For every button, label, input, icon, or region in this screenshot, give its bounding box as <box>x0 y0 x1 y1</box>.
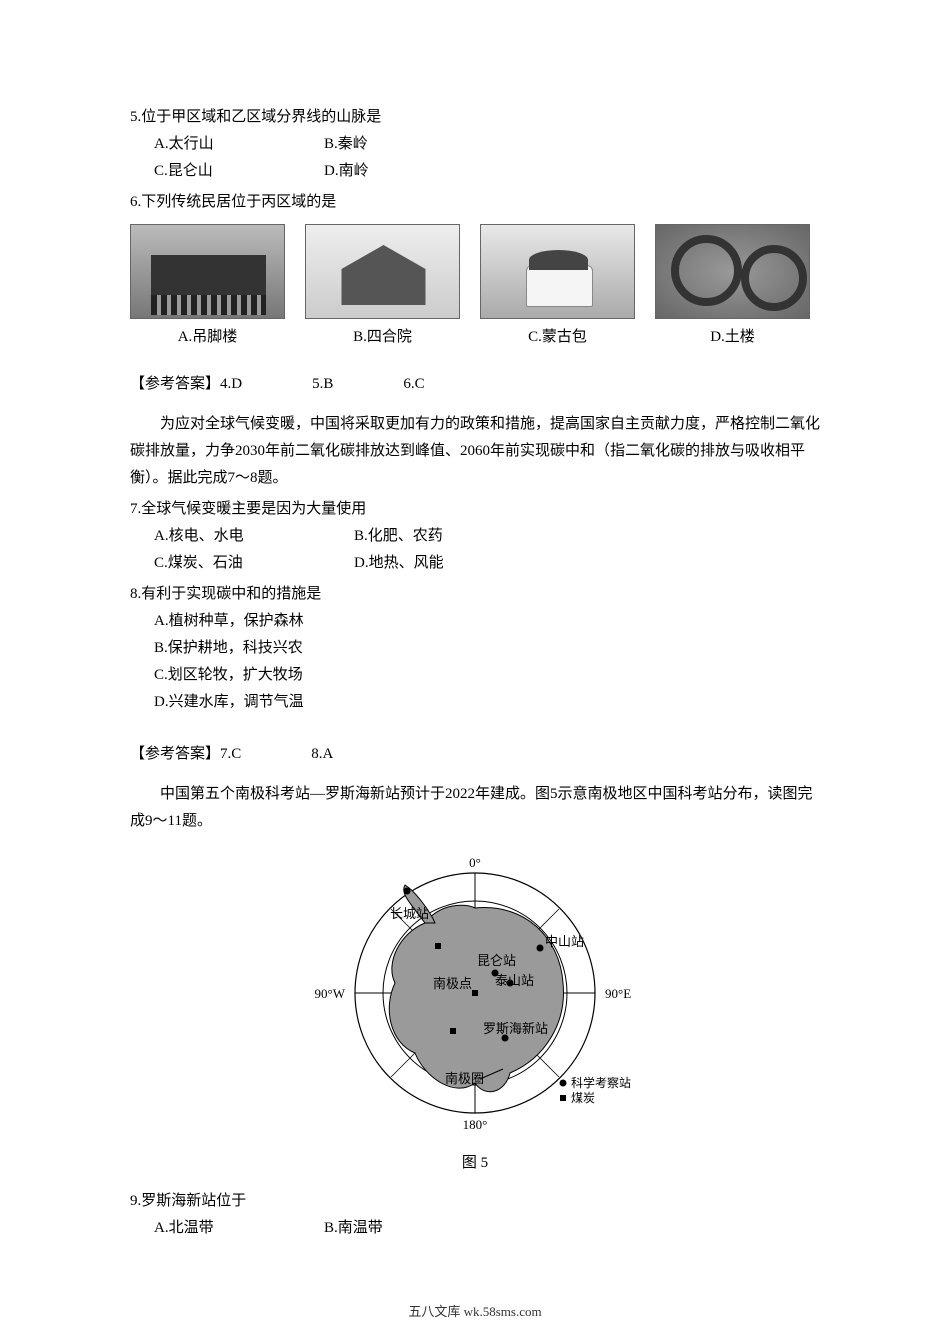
tulou-image <box>655 224 810 319</box>
label-nanjidian: 南极点 <box>433 976 472 991</box>
coal-marker-1 <box>435 943 441 949</box>
q5-opt-c: C.昆仑山 <box>130 158 300 185</box>
label-changcheng: 长城站 <box>390 906 429 921</box>
legend-station-text: 科学考察站 <box>571 1075 631 1090</box>
label-90w: 90°W <box>315 986 346 1001</box>
antarctica-map: 0° 90°W 90°E 180° 长城站 中山站 昆仑站 泰山站 南极点 罗斯… <box>130 843 820 1143</box>
q8-opt-d: D.兴建水库，调节气温 <box>130 689 820 716</box>
ans1-item-0: 4.D <box>220 376 242 393</box>
q6-stem: 6.下列传统民居位于丙区域的是 <box>130 189 820 216</box>
label-zhongshan: 中山站 <box>545 934 584 949</box>
q7-opt-a: A.核电、水电 <box>130 523 330 550</box>
passage-7-8: 为应对全球气候变暖，中国将采取更加有力的政策和措施，提高国家自主贡献力度，严格控… <box>130 411 820 492</box>
q6-cap-a: A.吊脚楼 <box>178 325 238 346</box>
q8-opt-a: A.植树种草，保护森林 <box>130 608 820 635</box>
q6-image-row: A.吊脚楼 B.四合院 C.蒙古包 D.土楼 <box>130 224 810 346</box>
menggubao-image <box>480 224 635 319</box>
passage-9-11: 中国第五个南极科考站—罗斯海新站预计于2022年建成。图5示意南极地区中国科考站… <box>130 781 820 835</box>
map-caption: 图 5 <box>130 1151 820 1172</box>
label-ross: 罗斯海新站 <box>483 1021 548 1036</box>
q9-opt-a: A.北温带 <box>130 1215 300 1242</box>
q6-img-d-cell: D.土楼 <box>655 224 810 346</box>
q5-opt-a: A.太行山 <box>130 131 300 158</box>
label-0deg: 0° <box>469 855 481 870</box>
label-180: 180° <box>463 1117 488 1132</box>
q5-stem: 5.位于甲区域和乙区域分界线的山脉是 <box>130 104 820 131</box>
q9-stem: 9.罗斯海新站位于 <box>130 1188 820 1215</box>
south-pole-marker <box>472 990 478 996</box>
q5-options-row1: A.太行山 B.秦岭 <box>130 131 820 158</box>
label-90e: 90°E <box>605 986 631 1001</box>
label-kunlun: 昆仑站 <box>477 953 516 968</box>
q5-opt-b: B.秦岭 <box>300 131 470 158</box>
q7-stem: 7.全球气候变暖主要是因为大量使用 <box>130 496 820 523</box>
ans2-item-0: 7.C <box>220 746 241 763</box>
ans1-item-1: 5.B <box>312 376 333 393</box>
q7-opt-d: D.地热、风能 <box>330 550 500 577</box>
zhongshan-marker <box>537 945 544 952</box>
q5-options-row2: C.昆仑山 D.南岭 <box>130 158 820 185</box>
q7-opt-c: C.煤炭、石油 <box>130 550 330 577</box>
q8-stem: 8.有利于实现碳中和的措施是 <box>130 581 820 608</box>
q9-opt-b: B.南温带 <box>300 1215 470 1242</box>
label-taishan: 泰山站 <box>495 973 534 988</box>
antarctica-map-svg: 0° 90°W 90°E 180° 长城站 中山站 昆仑站 泰山站 南极点 罗斯… <box>305 843 645 1143</box>
q7-options-row2: C.煤炭、石油 D.地热、风能 <box>130 550 820 577</box>
answer-label-1: 【参考答案】 <box>130 376 220 392</box>
legend-coal-icon <box>560 1095 566 1101</box>
q9-options-row1: A.北温带 B.南温带 <box>130 1215 820 1242</box>
label-nanjiquan: 南极圈 <box>445 1071 484 1086</box>
coal-marker-2 <box>450 1028 456 1034</box>
legend-coal-text: 煤炭 <box>571 1091 595 1105</box>
q6-img-c-cell: C.蒙古包 <box>480 224 635 346</box>
q6-cap-b: B.四合院 <box>353 325 412 346</box>
legend-station-icon <box>560 1080 567 1087</box>
changcheng-marker <box>404 888 411 895</box>
ans2-item-1: 8.A <box>311 746 333 763</box>
answer-label-2: 【参考答案】 <box>130 746 220 762</box>
diaojiaolou-image <box>130 224 285 319</box>
q7-opt-b: B.化肥、农药 <box>330 523 500 550</box>
q6-img-a-cell: A.吊脚楼 <box>130 224 285 346</box>
answer-block-1: 【参考答案】4.D 5.B 6.C <box>130 372 820 393</box>
q6-cap-d: D.土楼 <box>710 325 755 346</box>
q7-options-row1: A.核电、水电 B.化肥、农药 <box>130 523 820 550</box>
q8-opt-b: B.保护耕地，科技兴农 <box>130 635 820 662</box>
ans1-item-2: 6.C <box>403 376 424 393</box>
q6-cap-c: C.蒙古包 <box>528 325 587 346</box>
q8-opt-c: C.划区轮牧，扩大牧场 <box>130 662 820 689</box>
answer-block-2: 【参考答案】7.C 8.A <box>130 742 820 763</box>
siheyuan-image <box>305 224 460 319</box>
q6-img-b-cell: B.四合院 <box>305 224 460 346</box>
page-footer: 五八文库 wk.58sms.com <box>0 1301 950 1320</box>
q5-opt-d: D.南岭 <box>300 158 470 185</box>
